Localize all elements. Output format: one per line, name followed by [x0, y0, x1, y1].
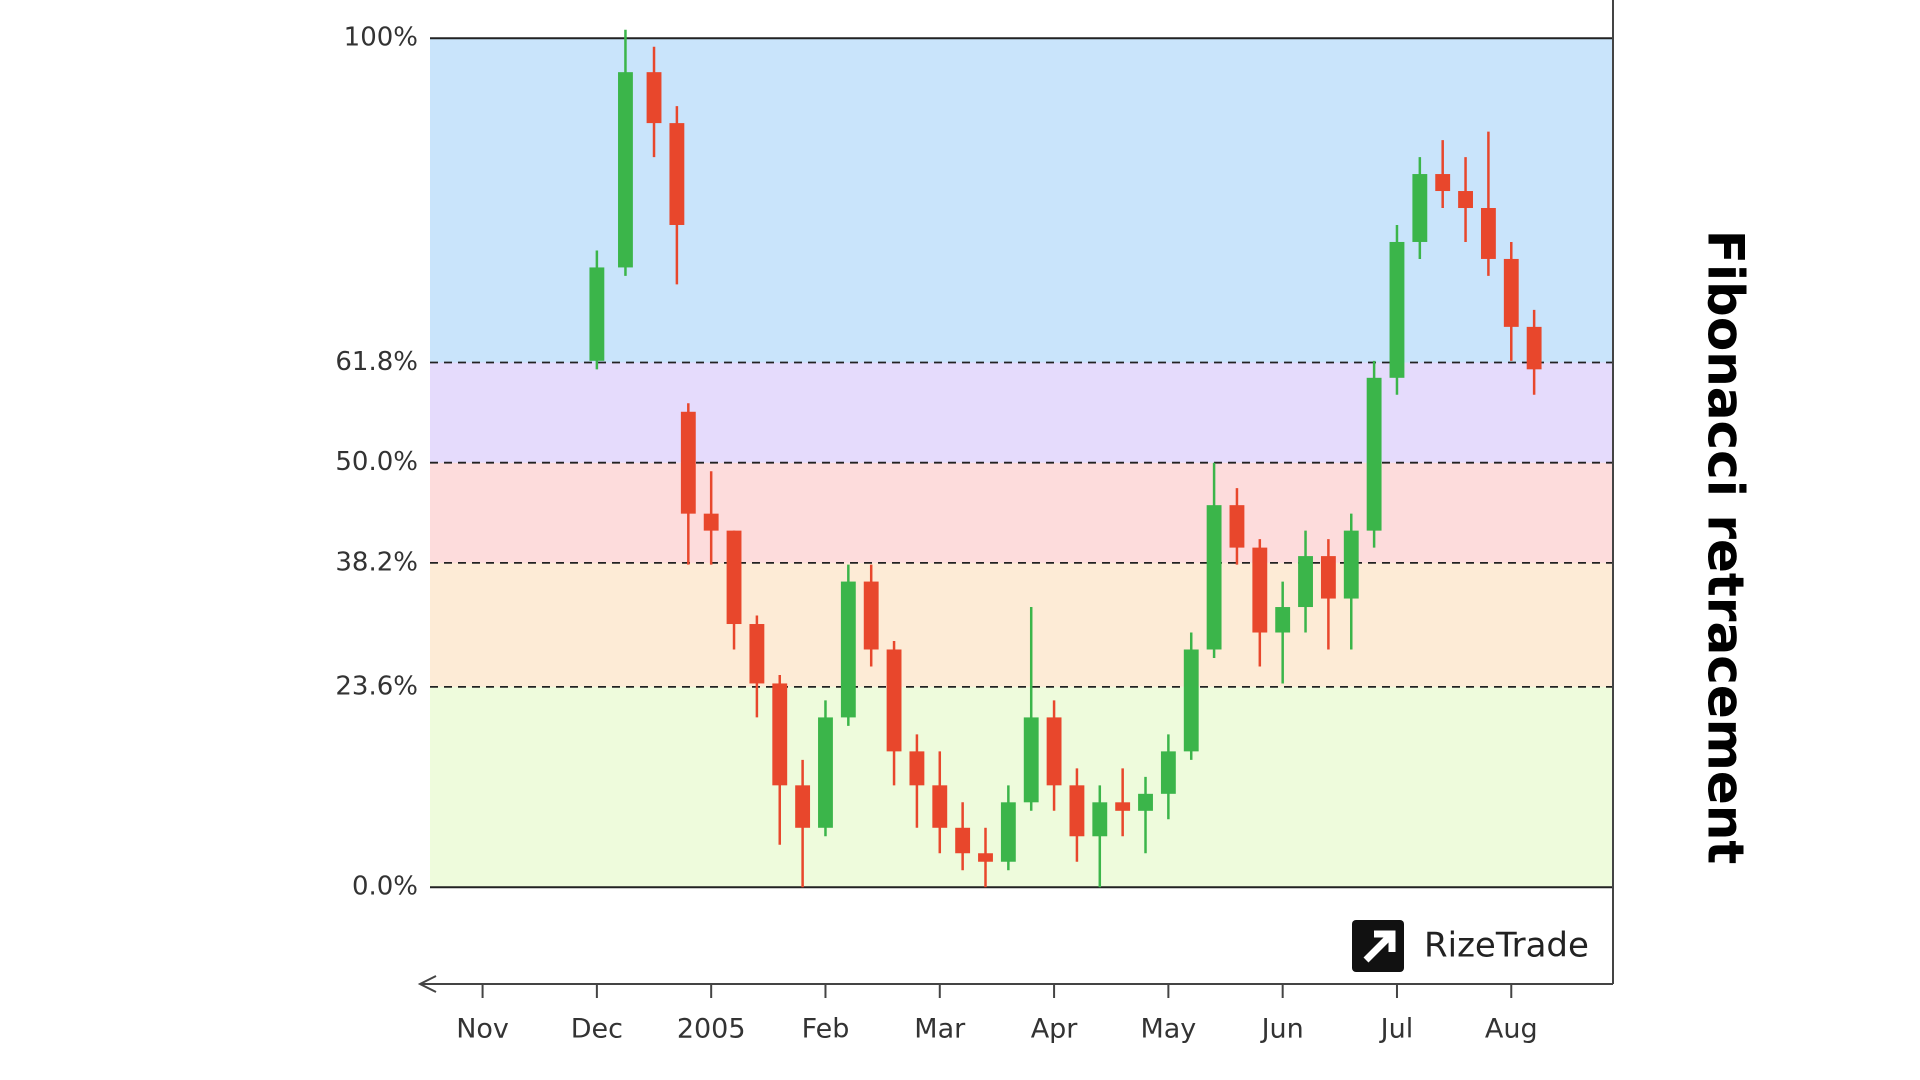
candle-body: [1458, 191, 1473, 209]
candle-body: [726, 530, 742, 625]
candle-body: [932, 785, 948, 828]
y-tick-label: 0.0%: [352, 872, 418, 902]
axes: 0.0% 23.6% 38.2% 50.0% 61.8% 100% Nov Dec 2005 Fe…: [335, 0, 1614, 1045]
candle-body: [863, 581, 879, 650]
x-tick-label: Nov: [456, 1014, 509, 1045]
x-tick-label: Mar: [914, 1014, 966, 1045]
candle-body: [1000, 802, 1016, 862]
candle-body: [680, 411, 696, 514]
candle-body: [1343, 530, 1359, 599]
candle-body: [1503, 258, 1519, 327]
y-tick-label: 50.0%: [335, 447, 418, 477]
candle-body: [1023, 717, 1039, 803]
logo: RizeTrade: [1352, 920, 1589, 972]
candle-body: [955, 827, 971, 854]
candle-body: [1183, 649, 1199, 752]
candle-body: [1298, 556, 1313, 608]
candle-body: [669, 123, 685, 225]
x-tick-label: May: [1140, 1014, 1196, 1045]
candles: [589, 29, 1542, 888]
candle-body: [909, 751, 925, 786]
fib-zone: [430, 38, 1613, 363]
candle-body: [1046, 717, 1062, 786]
x-tick-label: Apr: [1031, 1014, 1079, 1045]
fib-zone: [430, 462, 1613, 563]
candle-body: [1412, 174, 1428, 242]
logo-arrow: [1363, 930, 1396, 963]
candle-body: [703, 513, 719, 531]
candle-body: [1320, 556, 1336, 599]
y-tick-label: 61.8%: [335, 347, 418, 377]
candle-body: [1229, 505, 1245, 548]
candle-body: [618, 72, 633, 268]
candle-body: [886, 649, 902, 752]
x-tick-label: Aug: [1485, 1014, 1538, 1045]
candle-body: [1092, 802, 1108, 837]
candle-body: [1480, 208, 1496, 259]
candle-body: [772, 683, 788, 786]
candle-body: [1526, 326, 1542, 370]
candle-body: [840, 581, 856, 718]
candle-body: [1389, 241, 1405, 378]
grid: [430, 37, 1613, 889]
logo-text: RizeTrade: [1424, 926, 1589, 966]
candle-body: [646, 72, 662, 124]
candle-body: [1366, 377, 1382, 531]
candle-body: [1275, 607, 1291, 633]
y-tick-label: 23.6%: [335, 671, 418, 701]
x-tick-label: Jul: [1379, 1014, 1414, 1045]
y-tick-label: 100%: [344, 23, 418, 53]
fib-zone: [430, 562, 1613, 687]
candle-body: [818, 717, 833, 828]
candle-body: [1115, 802, 1131, 811]
x-tick-label: Dec: [571, 1014, 623, 1045]
x-axis-arrow: [417, 975, 437, 993]
candle-body: [1252, 547, 1268, 633]
candle-body: [1138, 793, 1153, 811]
y-tick-label: 38.2%: [335, 547, 418, 577]
x-tick-label: Jun: [1260, 1014, 1304, 1045]
candle-body: [749, 624, 765, 684]
candle-body: [589, 267, 605, 361]
candle-body: [1206, 505, 1222, 650]
fib-zone: [430, 686, 1613, 888]
candle-body: [1435, 174, 1451, 192]
fib-zone: [430, 362, 1613, 463]
candle-body: [795, 785, 811, 828]
candle-body: [1069, 785, 1085, 837]
x-tick-label: 2005: [677, 1014, 746, 1045]
x-tick-label: Feb: [802, 1014, 850, 1045]
candle-body: [1160, 751, 1176, 794]
chart-title: Fibonacci retracement: [1697, 230, 1755, 865]
candle-body: [978, 853, 993, 862]
